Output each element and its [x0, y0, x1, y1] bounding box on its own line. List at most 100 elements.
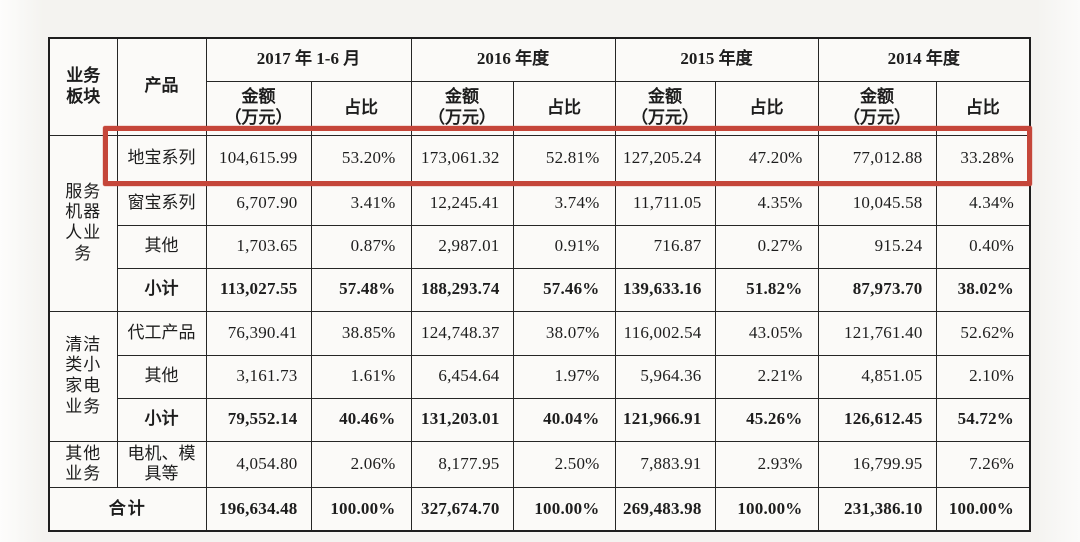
table-row-dibao: 服务 机器 人业 务 地宝系列 104,615.99 53.20% 173,06… — [48, 134, 1031, 312]
cell-ratio: 2.50% — [512, 440, 616, 488]
product-label: 其他 — [116, 224, 207, 269]
cell-amount: 7,883.91 — [614, 440, 716, 488]
cell-amount: 131,203.01 — [410, 397, 514, 442]
cell-amount: 121,966.91 — [614, 397, 716, 442]
header-ratio-2014: 占比 — [935, 80, 1031, 136]
grand-total-label: 合计 — [48, 486, 207, 532]
header-product: 产品 — [116, 37, 207, 136]
table-row-oem: 清洁 类小 家电 业务 代工产品 76,390.41 38.85% 124,74… — [48, 310, 1031, 442]
segment-label-cleaning-appliance: 清洁 类小 家电 业务 — [48, 310, 118, 442]
cell-ratio: 40.04% — [512, 397, 616, 442]
cell-amount: 77,012.88 — [817, 134, 937, 182]
table-row-grand-total: 合计 196,634.48 100.00% 327,674.70 100.00%… — [48, 486, 1031, 532]
cell-amount: 87,973.70 — [817, 267, 937, 312]
header-amount-2017h1: 金额 （万元） — [205, 80, 312, 136]
header-amount-2014: 金额 （万元） — [817, 80, 937, 136]
header-business-segment: 业务 板块 — [48, 37, 118, 136]
product-label: 地宝系列 — [116, 134, 207, 182]
cell-amount: 188,293.74 — [410, 267, 514, 312]
cell-amount: 1,703.65 — [205, 224, 312, 269]
cell-amount: 716.87 — [614, 224, 716, 269]
cell-amount: 5,964.36 — [614, 354, 716, 399]
cell-ratio: 100.00% — [714, 486, 819, 532]
header-period-2017h1: 2017 年 1-6 月 — [205, 37, 412, 82]
cell-amount: 8,177.95 — [410, 440, 514, 488]
cell-ratio: 38.07% — [512, 310, 616, 356]
header-amount-2016: 金额 （万元） — [410, 80, 514, 136]
header-amount-2015: 金额 （万元） — [614, 80, 716, 136]
cell-ratio: 54.72% — [935, 397, 1031, 442]
cell-amount: 4,054.80 — [205, 440, 312, 488]
cell-ratio: 40.46% — [310, 397, 412, 442]
header-ratio-2016: 占比 — [512, 80, 616, 136]
cell-amount: 16,799.95 — [817, 440, 937, 488]
cell-amount: 327,674.70 — [410, 486, 514, 532]
cell-amount: 12,245.41 — [410, 180, 514, 226]
cell-ratio: 2.93% — [714, 440, 819, 488]
cell-ratio: 0.27% — [714, 224, 819, 269]
cell-amount: 6,454.64 — [410, 354, 514, 399]
header-period-2016: 2016 年度 — [410, 37, 616, 82]
cell-ratio: 57.48% — [310, 267, 412, 312]
cell-ratio: 38.02% — [935, 267, 1031, 312]
product-label: 窗宝系列 — [116, 180, 207, 226]
header-period-2014: 2014 年度 — [817, 37, 1031, 82]
cell-amount: 127,205.24 — [614, 134, 716, 182]
header-row-periods: 业务 板块 产品 2017 年 1-6 月 2016 年度 2015 年度 20… — [48, 37, 1031, 136]
table-row-chuangbao: 窗宝系列 6,707.90 3.41% 12,245.41 3.74% 11,7… — [49, 180, 1031, 226]
cell-ratio: 51.82% — [714, 267, 819, 312]
cell-amount: 231,386.10 — [817, 486, 937, 532]
cell-ratio: 4.34% — [935, 180, 1031, 226]
cell-ratio: 38.85% — [310, 310, 412, 356]
header-ratio-2017h1: 占比 — [310, 80, 412, 136]
cell-amount: 76,390.41 — [205, 310, 312, 356]
cell-ratio: 53.20% — [310, 134, 412, 182]
cell-amount: 79,552.14 — [205, 397, 312, 442]
table-row-cleaning-other: 其他 3,161.73 1.61% 6,454.64 1.97% 5,964.3… — [49, 354, 1031, 399]
header-period-2015: 2015 年度 — [614, 37, 819, 82]
table-row-cleaning-subtotal: 小计 79,552.14 40.46% 131,203.01 40.04% 12… — [49, 397, 1031, 442]
cell-amount: 126,612.45 — [817, 397, 937, 442]
cell-ratio: 0.87% — [310, 224, 412, 269]
product-label: 代工产品 — [116, 310, 207, 356]
cell-amount: 11,711.05 — [614, 180, 716, 226]
product-label: 电机、模具等 — [116, 440, 207, 488]
revenue-breakdown-table: 业务 板块 产品 2017 年 1-6 月 2016 年度 2015 年度 20… — [48, 37, 1032, 533]
cell-ratio: 100.00% — [935, 486, 1031, 532]
cell-amount: 3,161.73 — [205, 354, 312, 399]
cell-amount: 915.24 — [817, 224, 937, 269]
cell-amount: 139,633.16 — [614, 267, 716, 312]
cell-ratio: 4.35% — [714, 180, 819, 226]
cell-ratio: 3.41% — [310, 180, 412, 226]
cell-ratio: 2.21% — [714, 354, 819, 399]
cell-ratio: 47.20% — [714, 134, 819, 182]
cell-ratio: 2.06% — [310, 440, 412, 488]
cell-amount: 104,615.99 — [205, 134, 312, 182]
cell-amount: 10,045.58 — [817, 180, 937, 226]
header-ratio-2015: 占比 — [714, 80, 819, 136]
cell-ratio: 100.00% — [512, 486, 616, 532]
cell-amount: 116,002.54 — [614, 310, 716, 356]
cell-ratio: 52.81% — [512, 134, 616, 182]
cell-ratio: 57.46% — [512, 267, 616, 312]
cell-ratio: 43.05% — [714, 310, 819, 356]
cell-amount: 196,634.48 — [205, 486, 312, 532]
table-row-service-subtotal: 小计 113,027.55 57.48% 188,293.74 57.46% 1… — [49, 267, 1031, 312]
cell-amount: 173,061.32 — [410, 134, 514, 182]
cell-amount: 6,707.90 — [205, 180, 312, 226]
cell-ratio: 45.26% — [714, 397, 819, 442]
cell-ratio: 33.28% — [935, 134, 1031, 182]
cell-amount: 124,748.37 — [410, 310, 514, 356]
segment-label-other-business: 其他 业务 — [48, 440, 118, 488]
subtotal-label: 小计 — [116, 267, 207, 312]
cell-amount: 113,027.55 — [205, 267, 312, 312]
subtotal-label: 小计 — [116, 397, 207, 442]
table-row-motors-molds: 其他 业务 电机、模具等 4,054.80 2.06% 8,177.95 2.5… — [48, 440, 1031, 488]
cell-ratio: 3.74% — [512, 180, 616, 226]
segment-label-service-robot: 服务 机器 人业 务 — [48, 134, 118, 312]
cell-ratio: 0.40% — [935, 224, 1031, 269]
cell-ratio: 100.00% — [310, 486, 412, 532]
cell-amount: 121,761.40 — [817, 310, 937, 356]
cell-ratio: 52.62% — [935, 310, 1031, 356]
